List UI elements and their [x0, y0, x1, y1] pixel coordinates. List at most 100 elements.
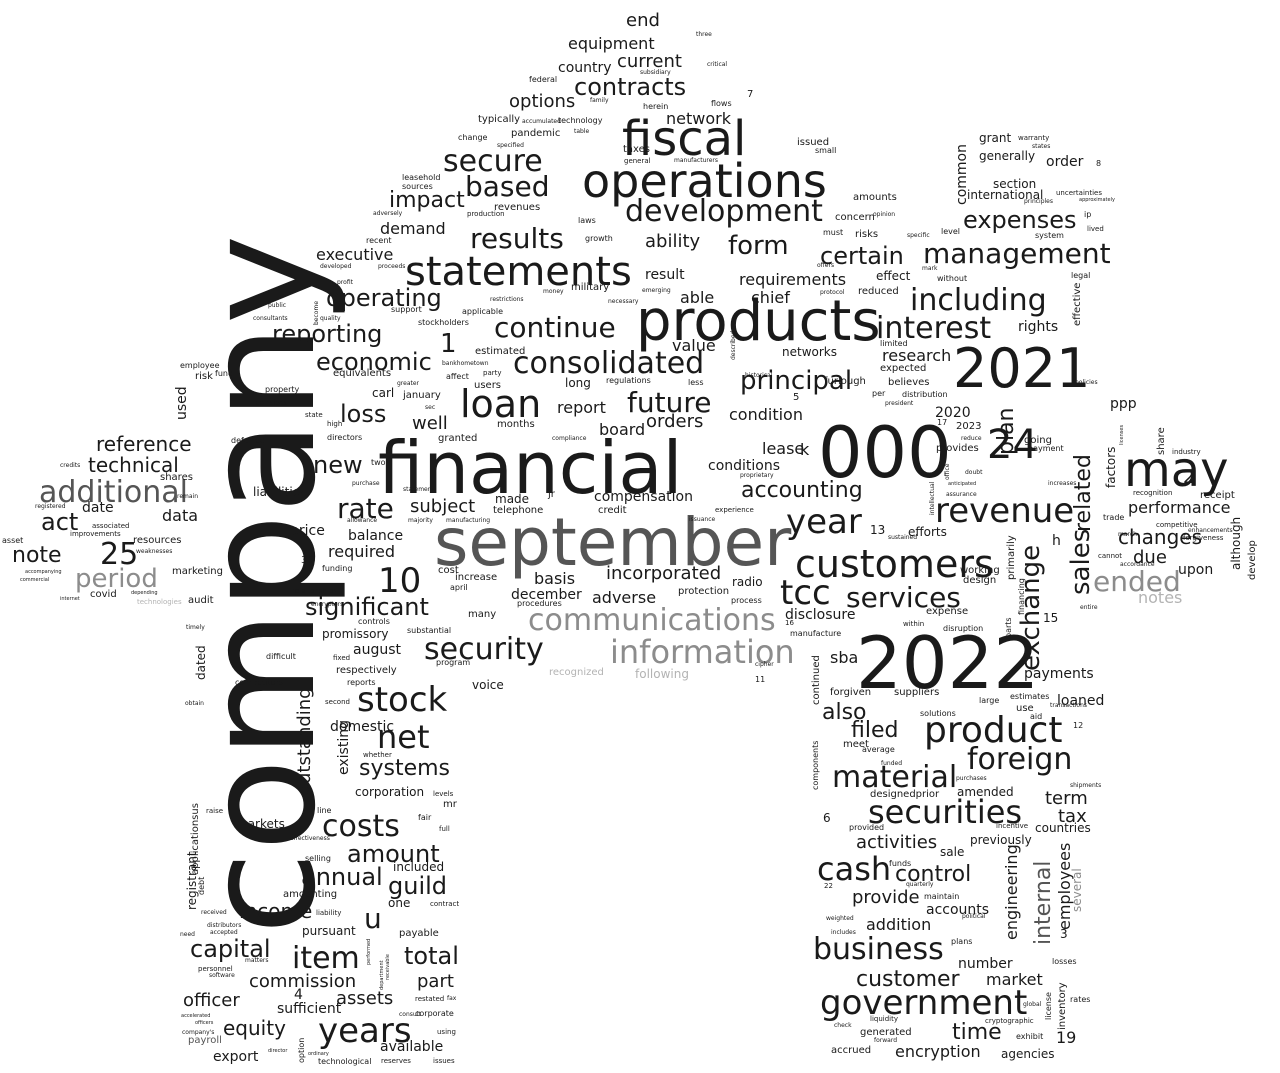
word-september: september	[434, 504, 792, 581]
word-sources: sources	[402, 182, 433, 191]
word-going: going	[1024, 435, 1052, 446]
word-manufacturing: manufacturing	[446, 517, 491, 524]
word-available: available	[380, 1039, 444, 1055]
word-expenses: expenses	[963, 206, 1077, 234]
word-production: production	[467, 210, 505, 218]
word-annual: annual	[301, 863, 383, 891]
word-covid: covid	[90, 589, 117, 600]
word-stockholders: stockholders	[418, 318, 469, 327]
word-financial: financial	[378, 426, 683, 510]
word-encryption: encryption	[895, 1042, 981, 1061]
word-options: options	[509, 91, 576, 112]
word-funding: funding	[322, 564, 353, 573]
word-4: 4	[294, 987, 303, 1003]
word-designedprior: designedprior	[870, 789, 940, 800]
word-security: security	[424, 632, 544, 667]
word-plans: plans	[951, 937, 973, 946]
word-taxes: taxes	[623, 144, 651, 155]
word-small: small	[815, 146, 837, 155]
word-global: global	[1023, 1001, 1042, 1008]
word-weighted: weighted	[826, 915, 854, 922]
word-upon: upon	[1178, 562, 1214, 578]
word-financing: financing	[1017, 578, 1026, 615]
word-amounts: amounts	[853, 192, 897, 203]
word-ability: ability	[645, 231, 701, 252]
word-quality: quality	[320, 315, 341, 322]
word-30: 30	[301, 555, 314, 566]
word-cipher: cipher	[755, 661, 774, 668]
word-without: without	[937, 274, 968, 283]
word-proceeds: proceeds	[378, 263, 406, 270]
word-form: form	[728, 231, 789, 261]
word-shares: shares	[160, 472, 193, 483]
word-state: state	[305, 411, 323, 419]
word-technology: technology	[558, 116, 603, 125]
word-critical: critical	[707, 61, 728, 68]
word-laws: laws	[578, 216, 596, 225]
word-recent: recent	[366, 236, 392, 245]
word-recognition: recognition	[1133, 489, 1173, 497]
word-grant: grant	[979, 131, 1012, 145]
word-revenues: revenues	[494, 202, 541, 213]
word-outstanding: outstanding	[294, 687, 315, 795]
word-equivalents: equivalents	[333, 368, 392, 379]
word-8: 8	[1096, 159, 1102, 168]
word-5: 5	[793, 392, 800, 403]
word-aid: aid	[1030, 712, 1043, 721]
word-table: table	[574, 128, 590, 135]
word-typically: typically	[478, 114, 521, 125]
word-one: one	[388, 896, 411, 910]
word-anticipated: anticipated	[948, 481, 977, 487]
word-large: large	[979, 696, 1000, 705]
word-full: full	[439, 825, 450, 833]
word-loan: loan	[460, 382, 542, 426]
word-second: second	[325, 698, 350, 706]
word-profit: profit	[337, 279, 353, 286]
word-orders: orders	[646, 411, 704, 432]
word-future: future	[627, 386, 712, 419]
word-years: years	[318, 1011, 412, 1051]
word-country: country	[558, 60, 612, 76]
word-ordinary: ordinary	[308, 1051, 329, 1057]
word-sufficient: sufficient	[277, 1001, 342, 1017]
word-doubt: doubt	[965, 469, 983, 476]
word-previously: previously	[970, 833, 1032, 847]
word-markets: markets	[236, 817, 285, 831]
word-asset: asset	[2, 536, 24, 545]
word-equipment: equipment	[568, 34, 655, 53]
word-h: h	[1052, 533, 1061, 549]
word-believes: believes	[888, 377, 930, 388]
word-including: including	[910, 283, 1047, 318]
word-liabilities: liabilities	[253, 485, 307, 499]
word-tax: tax	[1058, 806, 1087, 827]
word-3: 3	[1060, 927, 1068, 941]
word-item: item	[292, 941, 360, 976]
word-loss: loss	[340, 400, 387, 428]
word-dated: dated	[194, 645, 208, 680]
word-money: money	[543, 288, 564, 295]
word-statement: statement	[403, 486, 434, 493]
word-need: need	[180, 931, 195, 938]
word-10: 10	[378, 561, 422, 601]
word-sec: sec	[425, 404, 436, 411]
word-political: political	[962, 913, 986, 920]
word-agencies: agencies	[1001, 1047, 1055, 1061]
word-basis: basis	[534, 569, 576, 588]
word-material: material	[832, 760, 958, 795]
word-process: process	[731, 596, 762, 605]
word-government: government	[820, 983, 1028, 1023]
word-market: market	[986, 970, 1043, 989]
word-three: three	[696, 31, 712, 38]
word-operating: operating	[326, 284, 442, 312]
word-pursuant: pursuant	[302, 924, 356, 938]
word-risks: risks	[855, 229, 879, 240]
word-addition: addition	[866, 915, 932, 934]
word-credits: credits	[60, 462, 81, 469]
word-purchase: purchase	[352, 480, 380, 487]
word-customers: customers	[795, 542, 994, 586]
word-countries: countries	[1035, 821, 1091, 835]
word-sba: sba	[830, 648, 859, 667]
word-components: components	[811, 740, 820, 790]
word-warranty: warranty	[1018, 134, 1050, 142]
word-pandemic: pandemic	[511, 128, 561, 139]
